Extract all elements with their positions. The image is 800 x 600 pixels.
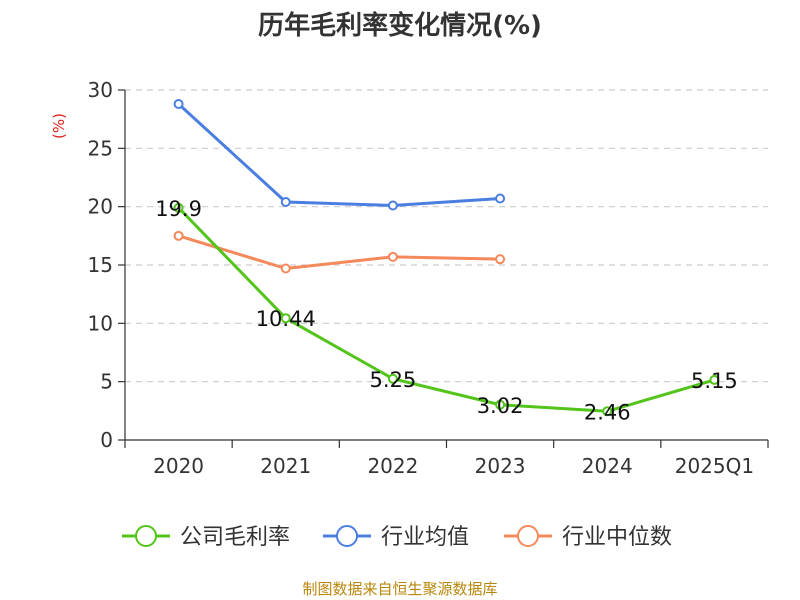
y-axis-unit: (%): [50, 113, 68, 139]
data-point-公司毛利率-2024[interactable]: [602, 406, 613, 417]
data-point-行业均值-2022[interactable]: [387, 200, 398, 211]
data-point-行业均值-2020[interactable]: [173, 99, 184, 109]
data-labels: 19.9 10.44 5.25 3.02 2.46 5.15: [155, 197, 738, 424]
data-point-行业均值-2023[interactable]: [495, 193, 506, 204]
legend-marker-行业中位数: [517, 525, 539, 547]
gridlines: [125, 89, 768, 383]
x-tick-label-2020: 2020: [153, 454, 204, 478]
legend-item-公司毛利率[interactable]: 公司毛利率: [122, 525, 290, 550]
data-label-2021: 10.44: [256, 307, 316, 331]
axes: 0 5 10 15 20 25 30 2020 2021 2022 2023 2024 2025Q1: [88, 78, 769, 478]
data-point-行业中位数-2023[interactable]: [495, 254, 506, 265]
series-line-行业中位数: [178, 234, 501, 270]
data-point-公司毛利率-2020[interactable]: [173, 202, 184, 213]
data-label-2023: 3.02: [477, 394, 524, 418]
y-tick-label-25: 25: [88, 136, 113, 160]
x-tick-label-2025Q1: 2025Q1: [675, 454, 754, 478]
y-tick-label-10: 10: [88, 311, 113, 335]
legend: 公司毛利率 行业均值 行业中位数: [122, 525, 672, 550]
legend-label-行业均值: 行业均值: [381, 525, 469, 550]
data-label-2020: 19.9: [155, 197, 202, 221]
y-tick-label-15: 15: [88, 253, 113, 277]
series-line-公司毛利率: [177, 206, 715, 413]
y-tick-label-5: 5: [100, 370, 113, 394]
data-point-公司毛利率-2022[interactable]: [387, 373, 398, 384]
data-label-2024: 2.46: [584, 400, 631, 424]
data-label-2025Q1: 5.15: [691, 369, 738, 393]
source-note: 制图数据来自恒生聚源数据库: [302, 580, 497, 598]
x-tick-label-2024: 2024: [582, 454, 633, 478]
y-tick-label-30: 30: [88, 78, 113, 102]
data-point-公司毛利率-2023[interactable]: [495, 399, 506, 410]
series-lines: [173, 99, 720, 417]
data-point-行业中位数-2020[interactable]: [173, 230, 184, 241]
data-point-行业均值-2021[interactable]: [280, 197, 291, 207]
chart-title: 历年毛利率变化情况(%): [258, 10, 542, 41]
series-line-行业均值: [177, 102, 501, 207]
data-point-行业中位数-2022[interactable]: [387, 251, 398, 262]
legend-marker-公司毛利率: [135, 525, 157, 547]
y-tick-label-20: 20: [88, 195, 113, 219]
x-tick-label-2023: 2023: [475, 454, 526, 478]
legend-item-行业均值[interactable]: 行业均值: [323, 525, 469, 550]
data-point-公司毛利率-2025Q1[interactable]: [709, 374, 720, 385]
legend-label-行业中位数: 行业中位数: [562, 525, 672, 550]
data-label-2022: 5.25: [370, 368, 417, 392]
x-tick-label-2022: 2022: [367, 454, 418, 478]
legend-item-行业中位数[interactable]: 行业中位数: [504, 525, 672, 550]
x-tick-label-2021: 2021: [260, 454, 311, 478]
legend-marker-行业均值: [336, 525, 358, 547]
data-point-公司毛利率-2021[interactable]: [280, 313, 291, 324]
legend-label-公司毛利率: 公司毛利率: [180, 525, 290, 550]
data-point-行业中位数-2021[interactable]: [280, 263, 291, 274]
y-tick-label-0: 0: [100, 428, 113, 452]
